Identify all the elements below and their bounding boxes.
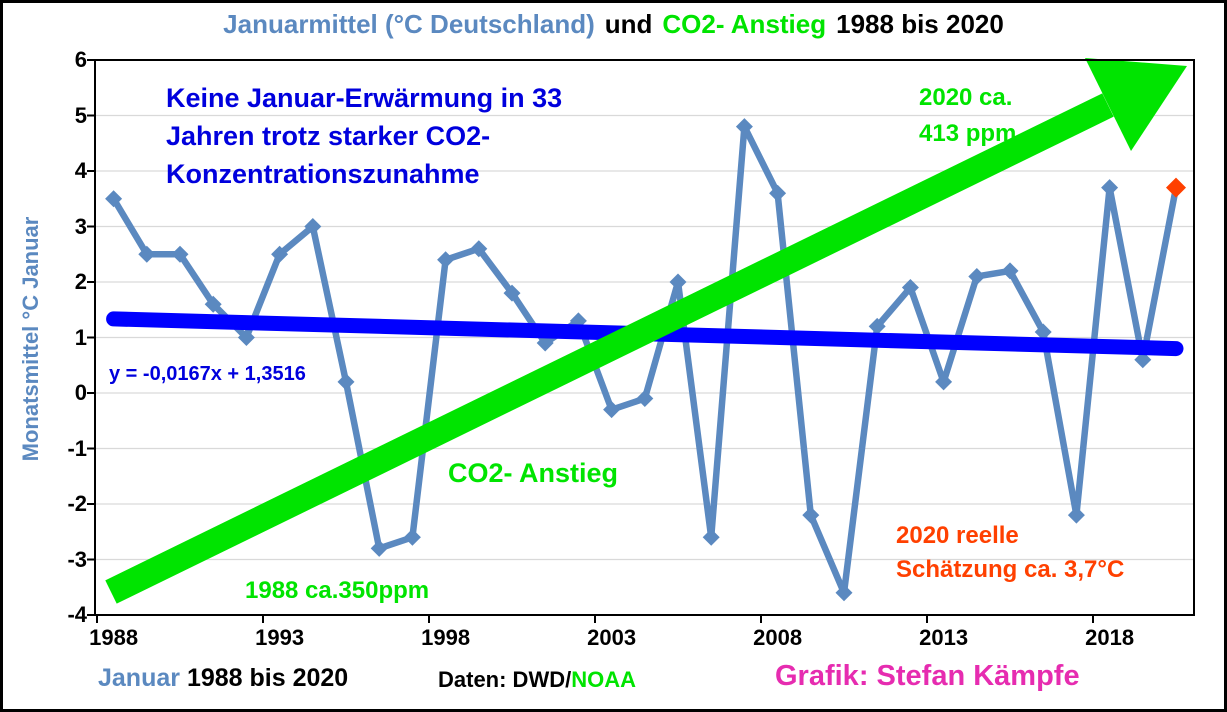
- co2-arrow-shaft: [105, 93, 1114, 604]
- chart-title: Januarmittel (°C Deutschland) und CO2- Ans…: [3, 9, 1224, 40]
- temperature-marker: [735, 118, 753, 136]
- y-tick-label: -1: [67, 435, 87, 461]
- temperature-marker: [304, 218, 322, 235]
- title-segment-temperature: Januarmittel (°C Deutschland): [223, 9, 595, 39]
- y-tick-label: -3: [67, 546, 87, 572]
- footer-data-label: Daten: DWD/: [438, 667, 572, 692]
- temperature-marker: [835, 584, 853, 602]
- temperature-marker: [669, 273, 687, 291]
- x-tick-label: 1993: [255, 625, 305, 650]
- co2-arrow-label: CO2- Anstieg: [448, 458, 619, 488]
- title-segment-co2: CO2- Anstieg: [662, 9, 827, 39]
- temperature-marker: [603, 401, 621, 419]
- temperature-marker: [171, 245, 189, 263]
- annotation-no-warming-line1: Keine Januar-Erwärmung in 33: [166, 83, 563, 113]
- temperature-marker: [437, 251, 455, 269]
- annotation-no-warming: Keine Januar-Erwärmung in 33 Jahren trot…: [166, 79, 562, 193]
- y-tick-label: 0: [74, 380, 87, 405]
- temperature-marker: [503, 284, 521, 302]
- temperature-marker: [370, 539, 388, 557]
- y-tick-label: 5: [74, 102, 87, 128]
- co2-2020-label-line2: 413 ppm: [919, 120, 1017, 147]
- temperature-marker: [1101, 179, 1119, 197]
- title-segment-und: und: [604, 9, 653, 39]
- footer-januar: Januar: [98, 664, 180, 692]
- temperature-marker: [204, 295, 222, 313]
- temperature-marker: [271, 245, 289, 263]
- temperature-marker: [237, 329, 255, 346]
- footer-period: Januar 1988 bis 2020: [98, 664, 348, 693]
- y-tick-label: 4: [74, 158, 87, 183]
- estimate-marker: [1166, 177, 1186, 198]
- co2-2020-label-line1: 2020 ca.: [919, 84, 1013, 111]
- x-tick-label: 2018: [1085, 625, 1135, 650]
- temperature-marker: [901, 279, 919, 297]
- x-tick-label: 2003: [587, 625, 637, 650]
- footer-credit: Grafik: Stefan Kämpfe: [775, 660, 1080, 692]
- y-tick-label: 2: [74, 269, 87, 294]
- temperature-marker: [935, 373, 953, 391]
- y-tick-label: -4: [67, 602, 87, 627]
- temperature-marker: [702, 528, 720, 546]
- title-segment-years: 1988 bis 2020: [836, 9, 1004, 39]
- y-tick-label: 3: [74, 213, 87, 239]
- temperature-marker: [105, 190, 123, 208]
- temperature-marker: [769, 184, 787, 202]
- temperature-marker: [138, 245, 156, 263]
- temperature-marker: [1067, 506, 1085, 524]
- annotation-no-warming-line2: Jahren trotz starker CO2-: [166, 121, 491, 151]
- footer-range: 1988 bis 2020: [186, 664, 349, 692]
- x-tick-label: 1998: [421, 625, 471, 650]
- temperature-marker: [868, 317, 886, 335]
- estimate-2020-label: 2020 reelle Schätzung ca. 3,7°C: [896, 519, 1124, 587]
- temperature-marker: [1034, 323, 1052, 341]
- footer-data-source: Daten: DWD/NOAA: [438, 667, 636, 693]
- plot-area: [87, 58, 1195, 623]
- x-tick-label: 2013: [919, 625, 969, 650]
- temperature-marker: [636, 390, 654, 408]
- annotation-no-warming-line3: Konzentrationszunahme: [166, 159, 480, 189]
- co2-arrow-head: [1085, 58, 1187, 151]
- plot-border: [94, 59, 1195, 616]
- x-tick-label: 2008: [753, 625, 803, 650]
- temperature-marker: [337, 373, 355, 391]
- estimate-2020-label-line2: Schätzung ca. 3,7°C: [896, 556, 1125, 583]
- temperature-marker: [802, 506, 820, 524]
- co2-2020-label: 2020 ca. 413 ppm: [919, 80, 1016, 152]
- temperature-marker: [1134, 351, 1152, 369]
- y-tick-label: 6: [74, 47, 87, 72]
- temperature-marker: [968, 267, 986, 285]
- footer-noaa: NOAA: [571, 667, 636, 692]
- estimate-2020-label-line1: 2020 reelle: [896, 522, 1019, 549]
- y-tick-label: -2: [67, 491, 87, 516]
- temperature-marker: [470, 240, 488, 258]
- trend-equation-label: y = -0,0167x + 1,3516: [109, 363, 306, 385]
- temperature-marker: [403, 528, 421, 546]
- temperature-marker: [536, 334, 554, 352]
- co2-1988-label: 1988 ca.350ppm: [245, 577, 430, 604]
- x-tick-label: 1988: [89, 625, 139, 650]
- y-tick-label: 1: [74, 324, 87, 350]
- temperature-marker: [1001, 262, 1019, 280]
